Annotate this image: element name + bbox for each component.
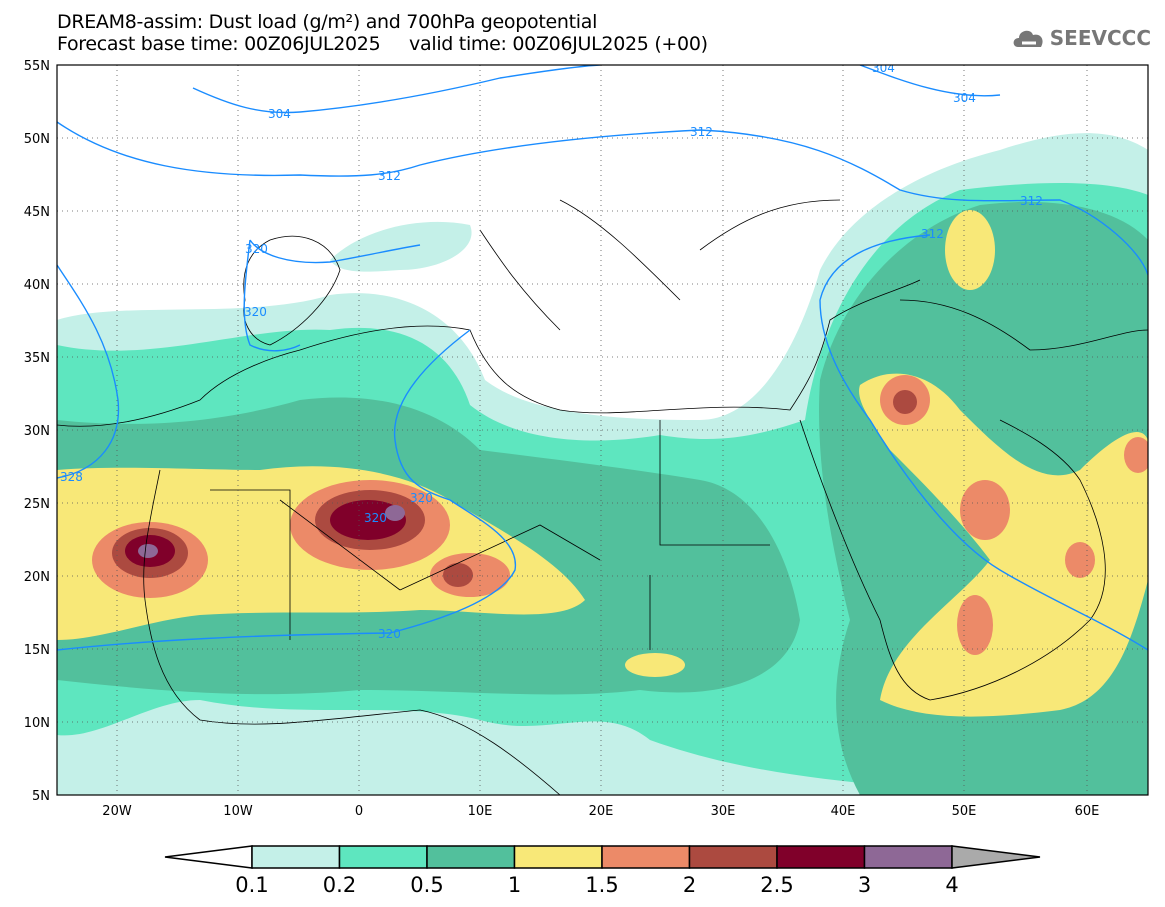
colorbar-low-arrow (164, 845, 253, 869)
map-subtitle: Forecast base time: 00Z06JUL2025 valid t… (57, 33, 708, 55)
contour-label: 304 (268, 107, 291, 121)
contour-label: 320 (378, 627, 401, 641)
lon-label: 10W (223, 804, 253, 819)
colorbar-swatch (776, 845, 866, 869)
dust-field: 304 304 304 312 312 312 312 320 320 320 … (57, 61, 1148, 795)
colorbar-legend: 0.1 0.2 0.5 1 1.5 2 2.5 3 4 (164, 845, 1041, 897)
lat-label: 50N (24, 132, 50, 147)
contour-label: 304 (872, 61, 895, 75)
dust-level-0.1-europe (330, 221, 472, 272)
lat-label: 15N (24, 643, 50, 658)
contour-label: 320 (245, 242, 268, 256)
contour-label: 320 (410, 491, 433, 505)
lat-label: 45N (24, 205, 50, 220)
colorbar-swatch (688, 845, 778, 869)
colorbar-swatch (426, 845, 516, 869)
lat-label: 30N (24, 424, 50, 439)
colorbar-tick-label: 2 (683, 873, 696, 897)
colorbar-tick-label: 0.5 (410, 873, 443, 897)
colorbar-tick-label: 2.5 (760, 873, 793, 897)
latitude-labels: 55N 50N 45N 40N 35N 30N 25N 20N 15N 10N … (24, 59, 50, 804)
contour-label: 304 (953, 91, 976, 105)
colorbar-high-arrow (951, 845, 1041, 869)
dust-level-1-arabia (859, 373, 1148, 717)
colorbar-tick-label: 4 (945, 873, 958, 897)
colorbar-tick-label: 1 (508, 873, 521, 897)
lat-label: 55N (24, 59, 50, 74)
lon-label: 20E (589, 804, 614, 819)
dust-level-1-caspian (945, 210, 995, 290)
dust-level-3 (138, 505, 405, 558)
cloud-icon (1013, 30, 1043, 47)
colorbar-swatch (863, 845, 953, 869)
lat-label: 35N (24, 351, 50, 366)
colorbar-swatch (513, 845, 603, 869)
colorbar-swatch (338, 845, 428, 869)
colorbar-tick-label: 0.2 (323, 873, 356, 897)
lat-label: 20N (24, 570, 50, 585)
longitude-labels: 20W 10W 0 10E 20E 30E 40E 50E 60E (102, 804, 1099, 819)
colorbar-tick-label: 3 (858, 873, 871, 897)
map-frame (56, 64, 1149, 796)
contour-label: 320 (364, 511, 387, 525)
lon-label: 20W (102, 804, 132, 819)
contour-labels: 304 304 304 312 312 312 312 320 320 320 … (60, 61, 1043, 641)
lat-label: 10N (24, 716, 50, 731)
graticule (57, 65, 1148, 795)
lat-label: 40N (24, 278, 50, 293)
coastlines-borders (57, 199, 1148, 795)
lat-label: 5N (32, 789, 50, 804)
lon-label: 60E (1075, 804, 1100, 819)
colorbar-swatch (601, 845, 691, 869)
colorbar-tick-label: 0.1 (235, 873, 268, 897)
contour-label: 312 (1020, 194, 1043, 208)
contour-label: 312 (690, 125, 713, 139)
colorbar-tick-label: 1.5 (585, 873, 618, 897)
contour-label: 312 (921, 227, 944, 241)
dust-level-1-sudan (625, 653, 685, 677)
contour-label: 320 (244, 305, 267, 319)
seevccc-logo: SEEVCCC (1012, 26, 1151, 50)
lat-label: 25N (24, 497, 50, 512)
lon-label: 50E (952, 804, 977, 819)
logo-text: SEEVCCC (1049, 26, 1151, 50)
lon-label: 40E (831, 804, 856, 819)
map-title: DREAM8-assim: Dust load (g/m²) and 700hP… (57, 11, 598, 33)
colorbar-swatch (251, 845, 341, 869)
lon-label: 10E (468, 804, 493, 819)
contour-label: 312 (378, 169, 401, 183)
lon-label: 30E (711, 804, 736, 819)
contour-label: 328 (60, 470, 83, 484)
geopotential-contours (57, 65, 1148, 651)
lon-label: 0 (355, 804, 363, 819)
